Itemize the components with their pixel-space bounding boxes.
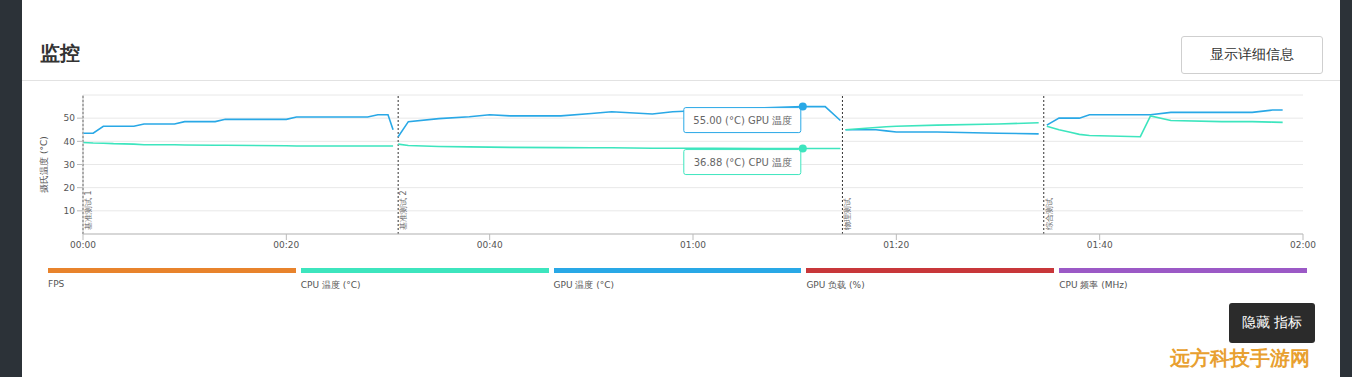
svg-text:20: 20 xyxy=(64,183,76,193)
svg-text:02:00: 02:00 xyxy=(1290,240,1316,250)
svg-text:10: 10 xyxy=(64,206,76,216)
svg-text:30: 30 xyxy=(64,160,76,170)
svg-text:01:20: 01:20 xyxy=(883,240,909,250)
svg-text:00:20: 00:20 xyxy=(273,240,299,250)
svg-text:01:00: 01:00 xyxy=(680,240,706,250)
svg-text:50: 50 xyxy=(64,113,76,123)
svg-text:摄氏温度 (°C): 摄氏温度 (°C) xyxy=(39,136,49,193)
html-text:FPS: FPS xyxy=(48,279,65,289)
html-text:远方科技手游网: 远方科技手游网 xyxy=(1170,346,1310,370)
svg-text:基准测试 2: 基准测试 2 xyxy=(399,190,408,230)
svg-text:基准测试 1: 基准测试 1 xyxy=(84,190,93,230)
html-text:CPU 温度 (°C): CPU 温度 (°C) xyxy=(300,280,361,290)
svg-text:00:40: 00:40 xyxy=(477,240,503,250)
html-text:GPU 负载 (%): GPU 负载 (%) xyxy=(806,280,865,290)
html-text:显示详细信息: 显示详细信息 xyxy=(1210,46,1294,62)
svg-text:36.88 (°C) CPU 温度: 36.88 (°C) CPU 温度 xyxy=(694,157,792,168)
svg-text:01:40: 01:40 xyxy=(1087,240,1113,250)
svg-text:40: 40 xyxy=(64,137,76,147)
svg-text:综合测试: 综合测试 xyxy=(1045,198,1054,230)
html-text:CPU 频率 (MHz): CPU 频率 (MHz) xyxy=(1059,280,1128,290)
svg-text:55.00 (°C) GPU 温度: 55.00 (°C) GPU 温度 xyxy=(693,115,792,126)
html-text:监控: 监控 xyxy=(40,41,80,65)
svg-text:00:00: 00:00 xyxy=(70,240,96,250)
html-text:隐藏 指标: 隐藏 指标 xyxy=(1241,314,1303,330)
html-text:GPU 温度 (°C): GPU 温度 (°C) xyxy=(553,280,615,290)
svg-text:物理测试: 物理测试 xyxy=(843,198,852,230)
